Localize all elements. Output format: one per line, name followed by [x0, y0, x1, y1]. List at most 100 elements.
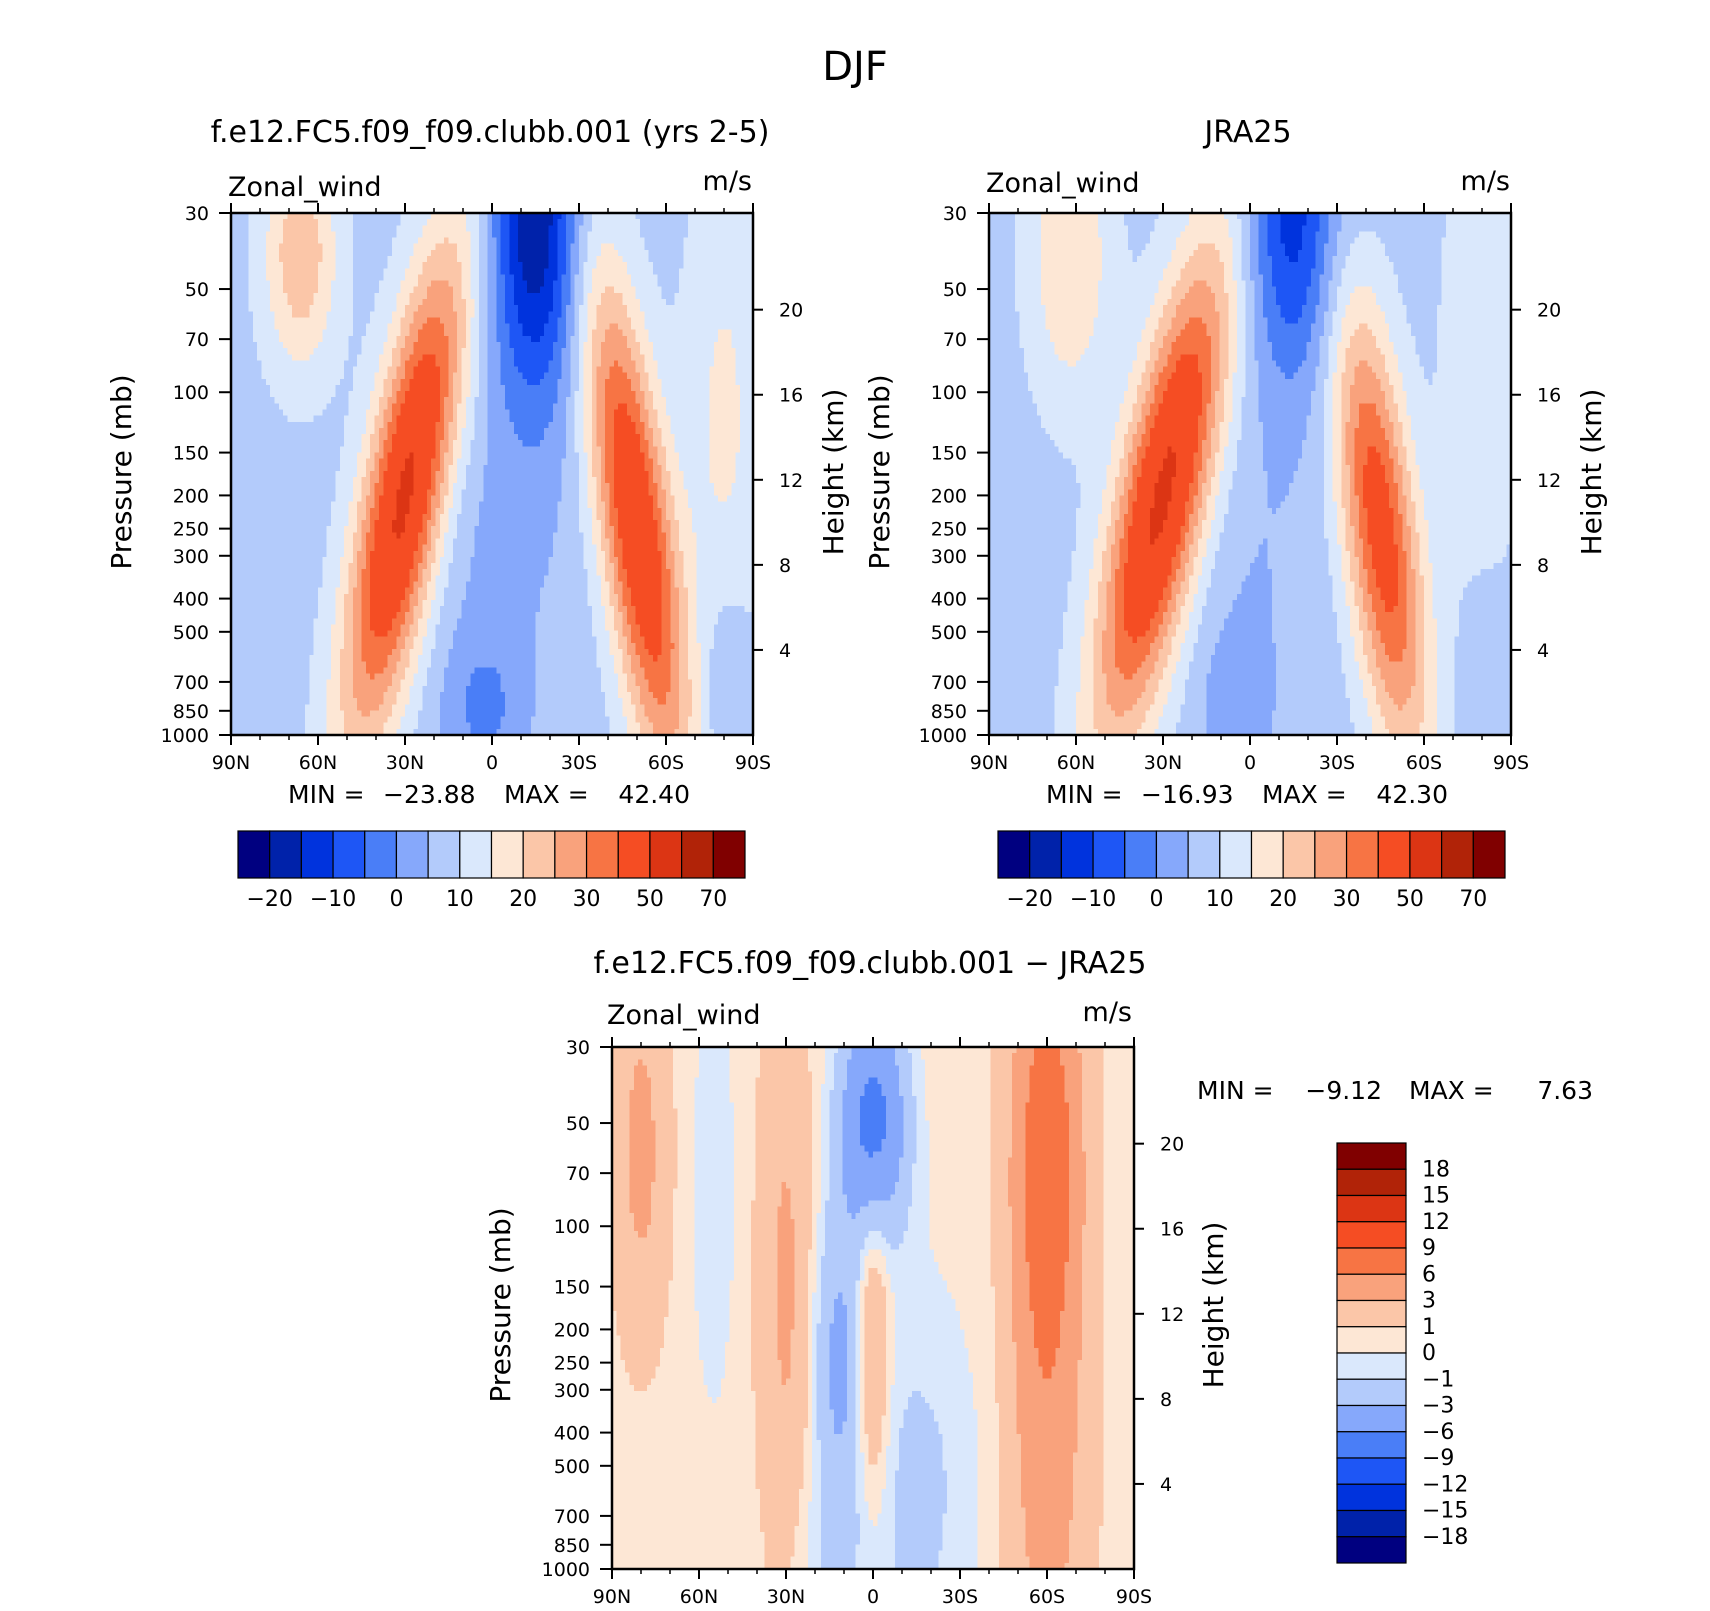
colorbar-swatch	[1252, 831, 1284, 878]
contour-fill	[612, 1047, 1135, 1570]
colorbar-label: 20	[509, 887, 537, 912]
colorbar-swatch	[1337, 1353, 1406, 1379]
colorbar-swatch	[555, 831, 587, 878]
colorbar-label: −20	[246, 887, 292, 912]
y-tick-label: 100	[173, 382, 209, 404]
colorbar-swatch	[301, 831, 333, 878]
colorbar-swatch	[1156, 831, 1188, 878]
y-tick-label: 200	[554, 1319, 590, 1341]
x-tick-label: 60N	[680, 1586, 718, 1608]
min-value: −23.88	[383, 780, 476, 809]
panel-title: f.e12.FC5.f09_f09.clubb.001 (yrs 2-5)	[211, 115, 770, 150]
max-label: MAX =	[504, 780, 589, 809]
colorbar-swatch	[1337, 1327, 1406, 1353]
y-tick-label: 250	[931, 519, 967, 541]
y-right-tick-label: 8	[1160, 1389, 1172, 1411]
min-label: MIN =	[288, 780, 365, 809]
colorbar-label: 30	[1333, 887, 1361, 912]
x-tick-label: 90S	[1493, 752, 1529, 774]
y-tick-label: 850	[931, 701, 967, 723]
y-tick-label: 1000	[161, 725, 209, 747]
colorbar-swatch	[1473, 831, 1505, 878]
colorbar-swatch	[1188, 831, 1220, 878]
colorbar-obs: −20 −10 0 10 20 30 50 70	[998, 831, 1505, 912]
colorbar-label: 70	[1459, 887, 1487, 912]
colorbar-swatch	[1410, 831, 1442, 878]
variable-label: Zonal_wind	[607, 1000, 761, 1031]
y-right-tick-label: 20	[1160, 1134, 1184, 1156]
y-right-tick-label: 12	[1160, 1304, 1184, 1326]
panel-model: f.e12.FC5.f09_f09.clubb.001 (yrs 2-5) Zo…	[105, 115, 850, 912]
y-right-tick-label: 4	[1160, 1474, 1172, 1496]
y-tick-label: 400	[554, 1423, 590, 1445]
colorbar-swatch	[587, 831, 619, 878]
colorbar-swatch	[1220, 831, 1252, 878]
colorbar-label: 70	[699, 887, 727, 912]
y-tick-label: 700	[554, 1506, 590, 1528]
y-right-tick-label: 20	[1537, 300, 1561, 322]
y-tick-label: 30	[185, 203, 209, 225]
y-tick-label: 300	[554, 1380, 590, 1402]
variable-label: Zonal_wind	[986, 168, 1140, 199]
x-tick-label: 0	[486, 752, 498, 774]
colorbar-swatch	[1337, 1406, 1406, 1432]
colorbar-swatch	[1347, 831, 1379, 878]
y-axis-label-right: Height (km)	[1197, 1222, 1230, 1389]
y-right-tick-label: 16	[1537, 385, 1561, 407]
units-label: m/s	[1083, 997, 1132, 1028]
colorbar-label: 20	[1269, 887, 1297, 912]
y-tick-label: 700	[931, 672, 967, 694]
x-tick-label: 30S	[561, 752, 597, 774]
colorbar-swatch	[1125, 831, 1157, 878]
colorbar-label: 9	[1422, 1236, 1436, 1261]
y-right-tick-label: 8	[779, 555, 791, 577]
y-axis-label: Pressure (mb)	[105, 374, 138, 569]
colorbar-label: 18	[1422, 1157, 1450, 1182]
contour-plot-model: 90N 60N 30N 0 30S 60S 90S305070100150200250300…	[161, 203, 804, 774]
x-tick-label: 30N	[386, 752, 424, 774]
contour-fill	[231, 213, 754, 736]
colorbar-swatch	[523, 831, 555, 878]
colorbar-swatch	[1378, 831, 1410, 878]
variable-label: Zonal_wind	[228, 172, 382, 203]
colorbar-label: 10	[446, 887, 474, 912]
y-right-tick-label: 12	[779, 470, 803, 492]
y-axis-label-right: Height (km)	[1575, 389, 1608, 556]
colorbar-swatch	[1337, 1222, 1406, 1248]
colorbar-label: 50	[1396, 887, 1424, 912]
x-tick-label: 90N	[212, 752, 250, 774]
y-axis-label: Pressure (mb)	[484, 1207, 517, 1402]
y-right-tick-label: 4	[1537, 640, 1549, 662]
panel-difference: f.e12.FC5.f09_f09.clubb.001 − JRA25 Zona…	[484, 946, 1593, 1608]
colorbar-label: 10	[1206, 887, 1234, 912]
colorbar-label: −12	[1422, 1472, 1468, 1497]
x-tick-label: 30N	[1144, 752, 1182, 774]
y-tick-label: 70	[943, 329, 967, 351]
panel-title: JRA25	[1202, 115, 1291, 150]
y-axis-label-right: Height (km)	[817, 389, 850, 556]
colorbar-swatch	[1337, 1169, 1406, 1195]
colorbar-label: −18	[1422, 1525, 1468, 1550]
x-tick-label: 60S	[1406, 752, 1442, 774]
y-tick-label: 70	[185, 329, 209, 351]
x-tick-label: 0	[867, 1586, 879, 1608]
colorbar-label: −3	[1422, 1394, 1454, 1419]
min-label: MIN =	[1046, 780, 1123, 809]
colorbar-swatch	[1337, 1511, 1406, 1537]
y-tick-label: 850	[554, 1535, 590, 1557]
colorbar-label: 1	[1422, 1315, 1436, 1340]
max-label: MAX =	[1262, 780, 1347, 809]
colorbar-swatch	[396, 831, 428, 878]
colorbar-swatch	[428, 831, 460, 878]
x-tick-label: 90N	[970, 752, 1008, 774]
colorbar-swatch	[650, 831, 682, 878]
colorbar-label: 12	[1422, 1210, 1450, 1235]
y-tick-label: 300	[931, 546, 967, 568]
colorbar-swatch	[1337, 1143, 1406, 1169]
colorbar-swatch	[1337, 1432, 1406, 1458]
colorbar-label: 0	[1149, 887, 1163, 912]
min-value: −16.93	[1141, 780, 1234, 809]
y-tick-label: 150	[173, 443, 209, 465]
y-tick-label: 200	[173, 485, 209, 507]
